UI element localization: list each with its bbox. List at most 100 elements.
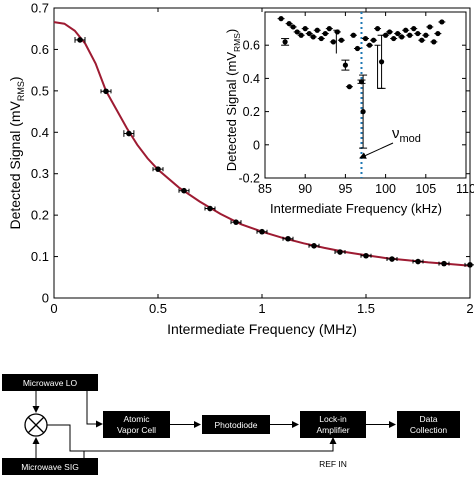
inset-annotation-arrow bbox=[359, 142, 394, 159]
block-microwave-sig bbox=[2, 458, 98, 475]
y-tick-label: -0.2 bbox=[238, 172, 260, 186]
inset-y-axis-title-text: Detected Signal (mV bbox=[224, 52, 239, 172]
data-point bbox=[467, 262, 473, 268]
inset-data-point bbox=[431, 39, 437, 45]
inset-data-point bbox=[399, 34, 405, 40]
main-y-axis-title-text: Detected Signal (mV bbox=[7, 100, 23, 229]
ref-to-lockin-arrow bbox=[102, 437, 337, 452]
inset-data-point bbox=[314, 27, 320, 33]
inset-annotation: νmod bbox=[392, 125, 421, 145]
sig-to-ref-line bbox=[83, 450, 102, 467]
inset-data-point bbox=[378, 59, 385, 65]
inset-data-series bbox=[277, 16, 446, 149]
inset-data-point bbox=[298, 32, 304, 38]
inset-data-point bbox=[322, 30, 328, 37]
inset-data-point bbox=[391, 35, 397, 42]
ref-in-label: REF IN bbox=[319, 459, 347, 469]
mixer-cross-2 bbox=[28, 417, 44, 433]
block-photodiode bbox=[202, 415, 270, 434]
y-tick-label: 0.7 bbox=[31, 1, 49, 16]
inset-data-point bbox=[310, 34, 316, 40]
block-atomic-vapor-cell-line1: Atomic bbox=[124, 414, 151, 424]
inset-axes: 85 90 95 100 105 110 -0.2 0 0.2 0.4 0.6 bbox=[238, 12, 474, 196]
inset-data-point bbox=[354, 45, 361, 52]
data-point bbox=[363, 252, 369, 259]
inset-annotation-sub: mod bbox=[400, 133, 421, 145]
y-tick-label: 0.3 bbox=[31, 166, 49, 181]
inset-y-axis-title-close: ) bbox=[224, 29, 239, 33]
inset-data-point bbox=[407, 32, 413, 38]
block-atomic-vapor-cell-line2: Vapor Cell bbox=[117, 425, 156, 435]
data-point bbox=[103, 88, 109, 95]
inset-data-point bbox=[383, 32, 389, 38]
block-atomic-vapor-cell bbox=[103, 411, 170, 438]
inset-x-axis-title: Intermediate Frequency (kHz) bbox=[270, 201, 442, 216]
inset-data-point bbox=[326, 26, 332, 32]
data-point bbox=[77, 37, 83, 43]
inset-data-point bbox=[427, 24, 433, 30]
inset-background bbox=[258, 12, 466, 178]
data-point bbox=[415, 258, 421, 265]
inset-data-point bbox=[415, 30, 421, 37]
inset-data-point bbox=[282, 39, 288, 45]
data-point bbox=[337, 249, 343, 255]
data-point bbox=[285, 235, 291, 242]
data-point bbox=[441, 260, 447, 267]
inset-data-point bbox=[403, 27, 409, 33]
inset-annotation-symbol: ν bbox=[392, 125, 400, 142]
block-data-collection-line2: Collection bbox=[410, 425, 448, 435]
inset-data-point bbox=[350, 32, 357, 38]
inset-y-axis-title: Detected Signal (mVRMS) bbox=[224, 29, 242, 171]
inset-data-point bbox=[338, 37, 344, 43]
x-tick-label: 100 bbox=[375, 182, 396, 196]
block-microwave-sig-label: Microwave SIG bbox=[21, 462, 79, 472]
x-tick-label: 95 bbox=[338, 182, 352, 196]
inset-data-point bbox=[318, 35, 324, 42]
inset-data-point bbox=[435, 30, 441, 37]
inset-data-point bbox=[366, 42, 373, 48]
inset-data-point bbox=[439, 19, 445, 25]
y-tick-label: 0.5 bbox=[31, 83, 49, 98]
x-tick-label: 2 bbox=[466, 301, 473, 316]
main-y-axis-title: Detected Signal (mVRMS) bbox=[7, 76, 26, 229]
inset-data-point bbox=[306, 30, 312, 37]
inset-data-point bbox=[374, 26, 381, 32]
inset-bracket bbox=[333, 29, 384, 89]
y-tick-label: 0.1 bbox=[31, 249, 49, 264]
inset-data-point bbox=[294, 29, 300, 35]
lo-to-cell-arrow bbox=[86, 382, 103, 428]
y-tick-label: 0.2 bbox=[243, 105, 260, 119]
y-tick-label: 0 bbox=[253, 138, 260, 152]
y-tick-label: 0.2 bbox=[31, 208, 49, 223]
data-point bbox=[389, 256, 395, 262]
block-lock-in-amplifier-line2: Amplifier bbox=[316, 425, 349, 435]
block-data-collection bbox=[397, 411, 460, 438]
inset-data-point bbox=[278, 16, 284, 22]
inset-data-point bbox=[419, 37, 425, 43]
block-microwave-lo bbox=[2, 374, 98, 391]
inset-data-point bbox=[346, 84, 353, 90]
inset-data-point bbox=[290, 24, 296, 30]
x-tick-label: 110 bbox=[456, 182, 474, 196]
y-tick-label: 0.4 bbox=[31, 125, 49, 140]
block-data-collection-line1: Data bbox=[420, 414, 438, 424]
x-tick-label: 85 bbox=[258, 182, 272, 196]
inset-data-point bbox=[423, 32, 429, 38]
block-lock-in-amplifier-line1: Lock-in bbox=[319, 414, 347, 424]
inset-data-point bbox=[330, 39, 336, 45]
block-photodiode-label: Photodiode bbox=[214, 420, 257, 430]
inset-data-point bbox=[286, 21, 292, 27]
data-point bbox=[126, 130, 132, 137]
inset-data-point bbox=[411, 26, 417, 32]
inset-data-point bbox=[370, 37, 377, 43]
data-point bbox=[181, 187, 187, 194]
inset-data-point bbox=[302, 26, 308, 32]
x-tick-label: 0 bbox=[50, 301, 57, 316]
x-tick-label: 105 bbox=[415, 182, 436, 196]
mixer-to-ref-line bbox=[47, 424, 102, 452]
inset-data-point bbox=[395, 30, 401, 37]
data-point bbox=[233, 219, 239, 225]
main-axes: 0 0.5 1 1.5 2 0 0.1 0.2 0.3 0.4 0.5 0.6 0.7 bbox=[31, 1, 474, 317]
